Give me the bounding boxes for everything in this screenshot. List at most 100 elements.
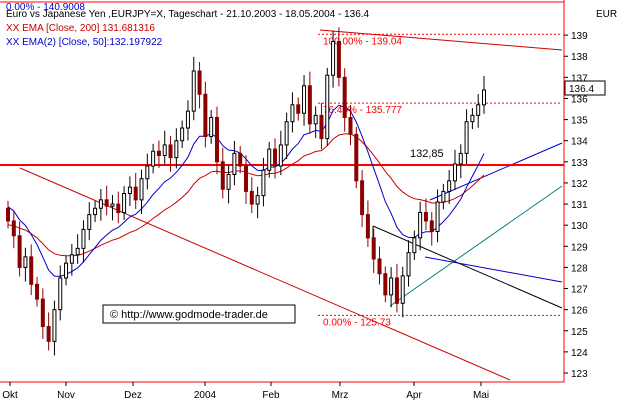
candle-body bbox=[244, 165, 248, 192]
fib-level-label: 100.00% - 139.04 bbox=[323, 36, 402, 47]
candle-body bbox=[151, 150, 156, 167]
candle-body bbox=[284, 121, 289, 146]
candle-body bbox=[423, 212, 428, 222]
fibonacci-levels: 100.00% - 139.04 76.40% - 135.777 0.00% - … bbox=[318, 33, 562, 328]
header-line1: 0.00% - 140.9008 bbox=[6, 2, 85, 13]
y-tick-label: 130 bbox=[571, 221, 588, 232]
candle-body bbox=[40, 298, 45, 328]
candle-body bbox=[209, 116, 214, 137]
candle-body bbox=[23, 256, 28, 268]
candle-body bbox=[482, 89, 486, 106]
candle-body bbox=[191, 70, 196, 112]
candle-body bbox=[464, 121, 469, 154]
candle-body bbox=[98, 199, 103, 209]
y-tick-label: 126 bbox=[571, 306, 588, 317]
candle-body bbox=[17, 235, 22, 268]
last-price-box bbox=[564, 80, 606, 96]
y-tick-label: 139 bbox=[571, 31, 588, 42]
candle-body bbox=[441, 190, 446, 203]
y-axis: 123 124 125 126 127 128 129 130 131 132 133 134 135 1… bbox=[564, 31, 588, 380]
x-tick-label: Dez bbox=[124, 390, 142, 401]
y-tick-label: 124 bbox=[571, 348, 588, 359]
candle-body bbox=[52, 309, 57, 342]
candle-body bbox=[139, 178, 144, 201]
falling-trendline-blue bbox=[424, 256, 563, 283]
resistance-trendline bbox=[319, 29, 563, 51]
candle-body bbox=[162, 144, 167, 156]
x-tick-label: Nov bbox=[57, 390, 75, 401]
x-tick-label: Mrz bbox=[332, 390, 349, 401]
candle-body bbox=[6, 207, 10, 222]
candle-body bbox=[278, 144, 283, 167]
y-tick-label: 136 bbox=[571, 94, 588, 105]
candle-body bbox=[261, 169, 266, 197]
candle-body bbox=[11, 220, 16, 237]
candle-body bbox=[122, 193, 127, 214]
fib-level-label: 76.40% - 135.777 bbox=[323, 105, 402, 116]
x-tick-label: Okt bbox=[2, 390, 18, 401]
x-tick-label: 2004 bbox=[194, 390, 217, 401]
falling-trendline-black bbox=[372, 225, 563, 309]
watermark-box bbox=[102, 304, 296, 324]
y-tick-label: 127 bbox=[571, 285, 588, 296]
last-price-label: 136.4 bbox=[569, 84, 594, 95]
candle-body bbox=[383, 273, 388, 296]
candle-body bbox=[273, 148, 278, 167]
candle-body bbox=[87, 214, 92, 230]
candle-body bbox=[319, 114, 324, 140]
y-tick-label: 137 bbox=[571, 73, 588, 84]
candle-body bbox=[377, 258, 382, 275]
candle-body bbox=[290, 104, 295, 123]
candle-body bbox=[365, 214, 370, 239]
candle-body bbox=[46, 326, 51, 342]
candle-body bbox=[168, 144, 173, 159]
candle-body bbox=[348, 116, 353, 135]
candle-body bbox=[354, 133, 359, 182]
candle-body bbox=[342, 76, 347, 118]
y-tick-label: 133 bbox=[571, 158, 588, 169]
candle-body bbox=[400, 275, 405, 304]
rising-trendline-blue bbox=[429, 142, 563, 201]
candle-body bbox=[325, 74, 330, 140]
candle-body bbox=[174, 140, 179, 159]
y-tick-label: 131 bbox=[571, 200, 588, 211]
candle-body bbox=[360, 180, 365, 216]
support-label: 132,85 bbox=[410, 148, 444, 160]
candle-body bbox=[214, 116, 219, 163]
candle-body bbox=[58, 277, 63, 311]
legend-ema50: XX EMA(2) [Close, 50]:132.197922 bbox=[6, 37, 163, 48]
candle-body bbox=[435, 201, 440, 233]
fib-level-label: 0.00% - 125.73 bbox=[323, 317, 391, 328]
candle-body bbox=[296, 104, 301, 114]
candle-body bbox=[418, 212, 423, 239]
y-tick-label: 132 bbox=[571, 179, 588, 190]
y-tick-label: 125 bbox=[571, 327, 588, 338]
candle-body bbox=[104, 199, 109, 207]
last-price-marker: 136.4 bbox=[564, 80, 606, 96]
candle-body bbox=[127, 186, 132, 194]
x-tick-label: Mai bbox=[473, 390, 489, 401]
y-tick-label: 134 bbox=[571, 137, 588, 148]
candlesticks bbox=[6, 27, 486, 356]
candle-body bbox=[81, 228, 86, 249]
candle-body bbox=[389, 277, 394, 296]
candle-body bbox=[226, 173, 231, 190]
candle-body bbox=[133, 186, 138, 201]
candle-body bbox=[29, 256, 34, 285]
candle-body bbox=[64, 262, 69, 279]
watermark: © http://www.godmode-trader.de bbox=[102, 304, 296, 324]
candle-body bbox=[249, 190, 254, 205]
x-axis: Okt Nov Dez 2004 Feb Mrz Apr Mai bbox=[2, 382, 489, 401]
legend-ema200: XX EMA [Close, 200] 131.681316 bbox=[6, 23, 155, 34]
candle-body bbox=[35, 283, 40, 300]
watermark-text: © http://www.godmode-trader.de bbox=[110, 309, 268, 321]
candle-body bbox=[180, 127, 185, 142]
candle-body bbox=[476, 104, 481, 116]
y-tick-label: 129 bbox=[571, 242, 588, 253]
candle-body bbox=[470, 114, 475, 123]
candle-body bbox=[336, 40, 341, 78]
candle-body bbox=[145, 165, 150, 180]
candle-body bbox=[406, 252, 411, 277]
x-tick-label: Apr bbox=[406, 390, 422, 401]
